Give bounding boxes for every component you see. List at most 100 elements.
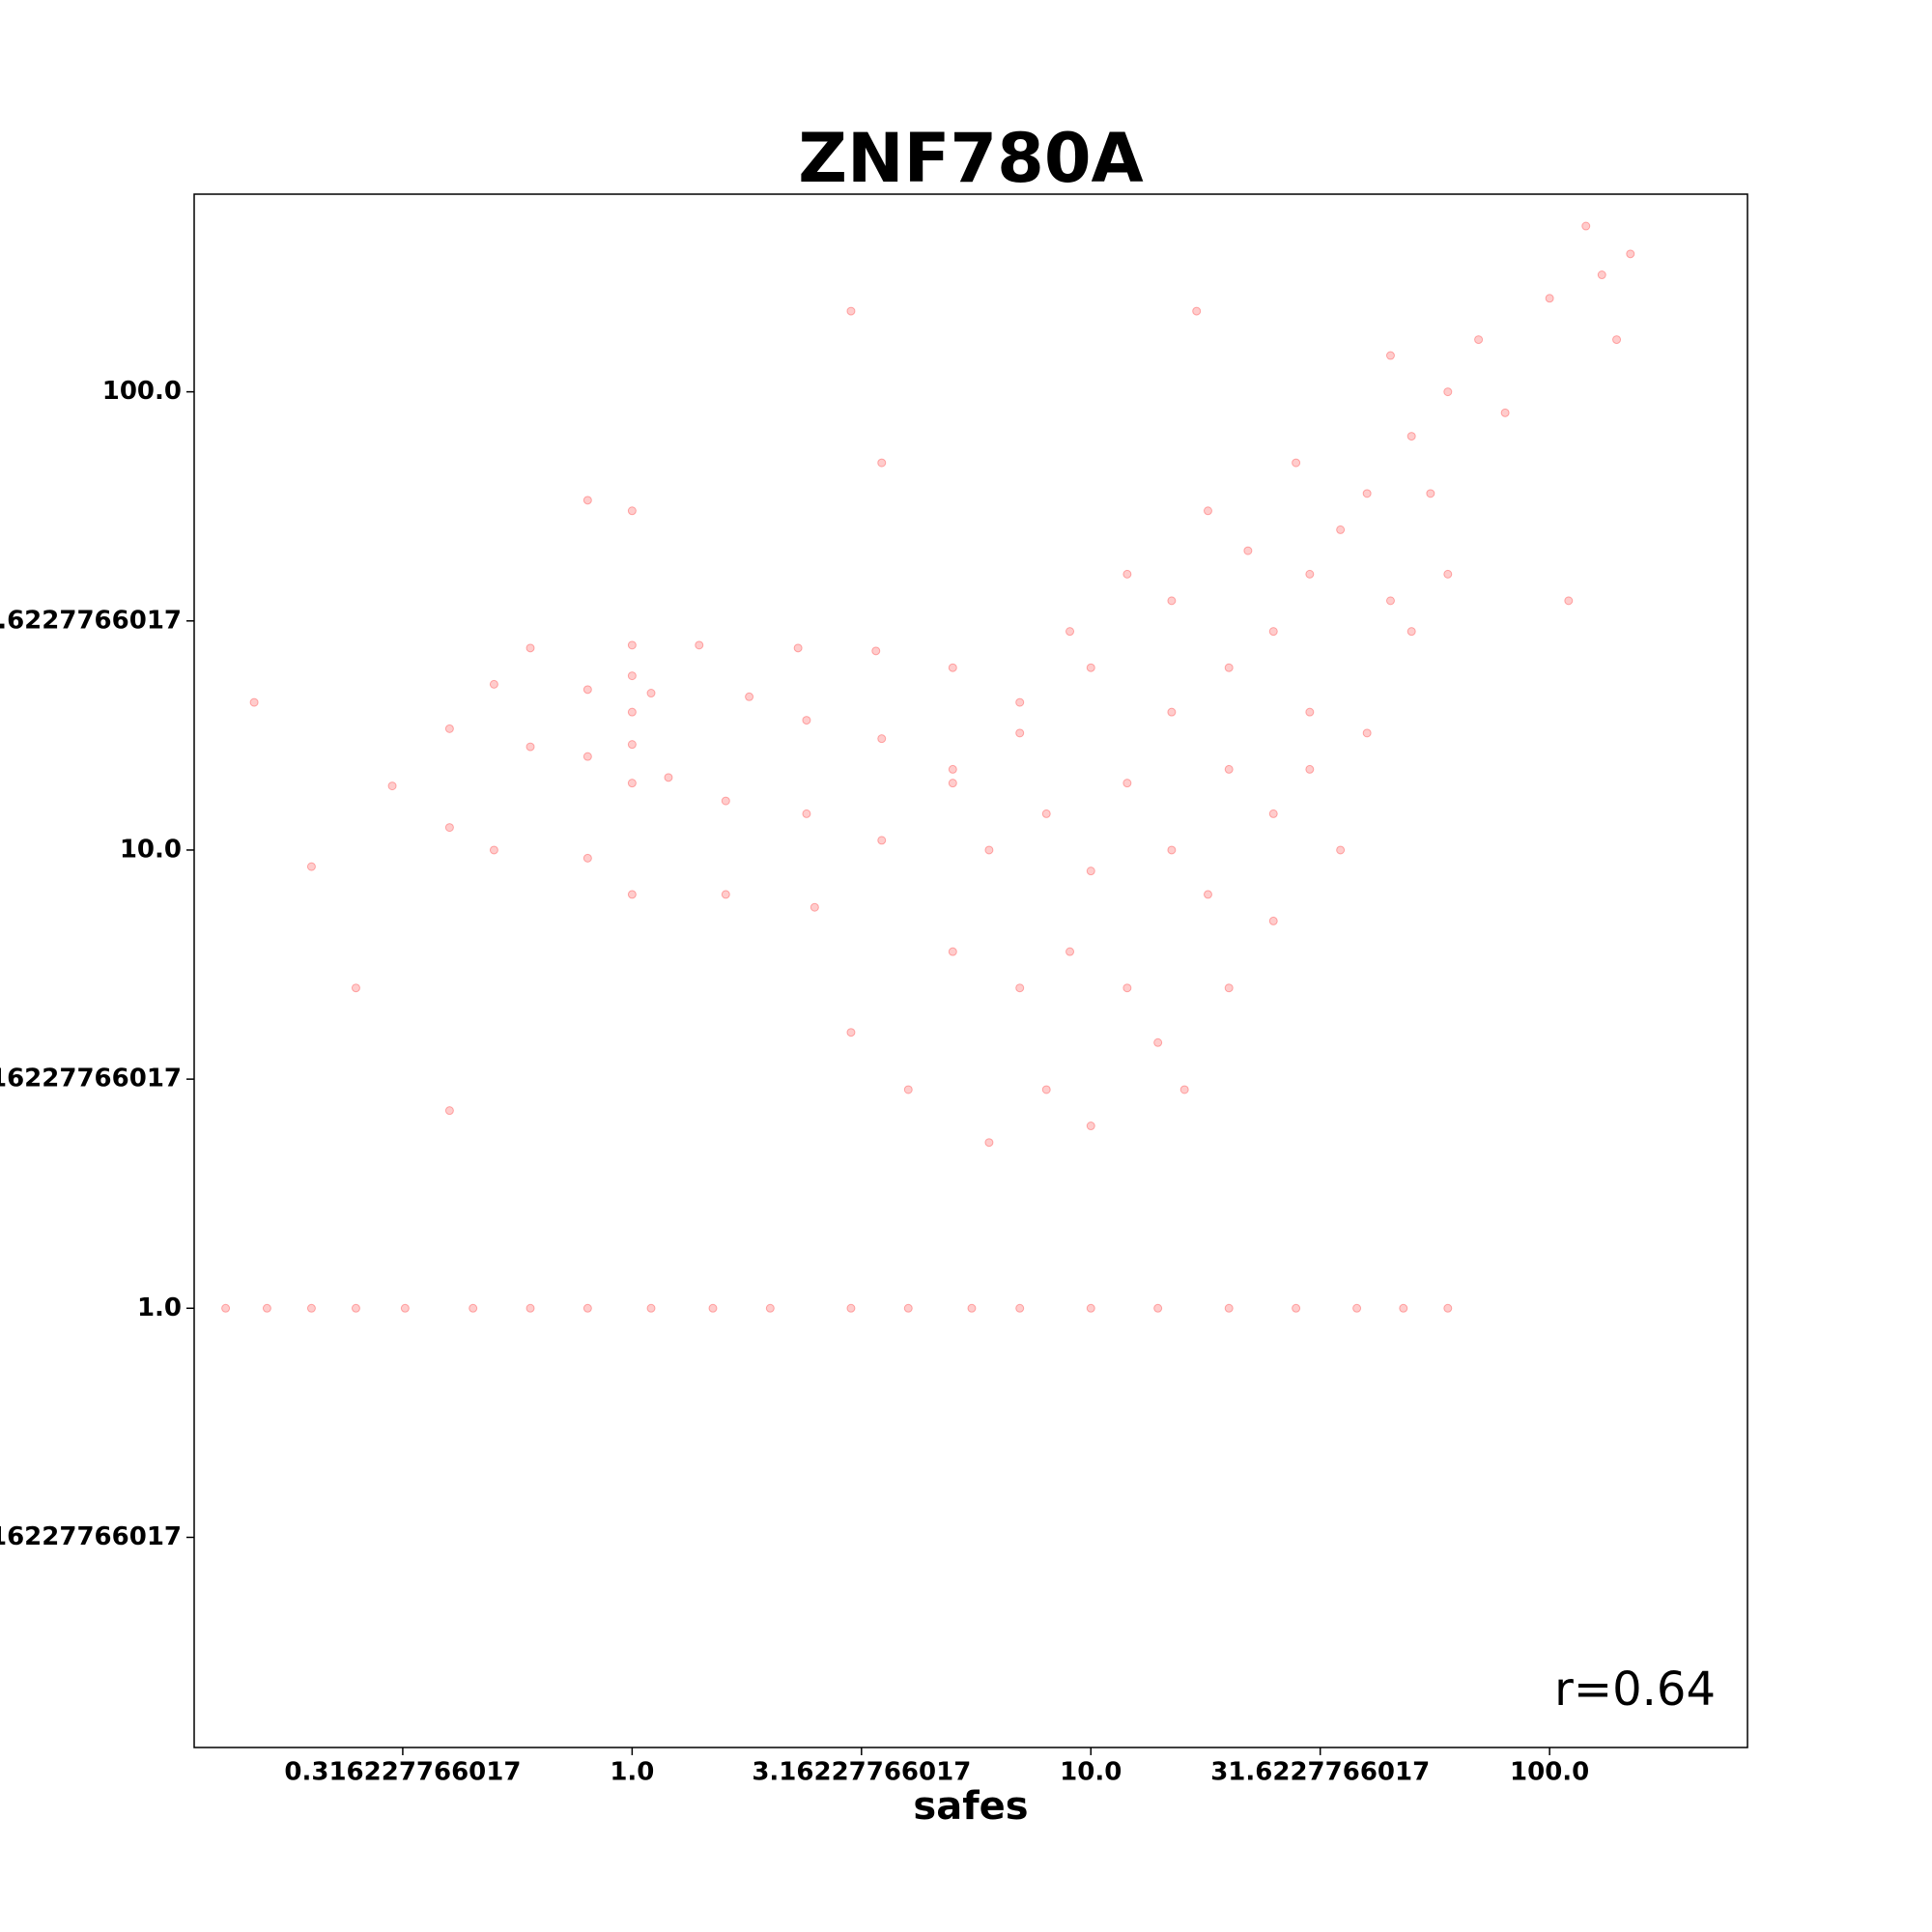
- y-tick-label: 10.0: [120, 835, 182, 864]
- point: [1305, 707, 1315, 717]
- point: [1626, 249, 1635, 259]
- point: [627, 671, 637, 681]
- point: [903, 1303, 913, 1313]
- point: [1362, 728, 1372, 738]
- point: [1065, 627, 1075, 637]
- point: [582, 496, 592, 505]
- point: [262, 1303, 271, 1313]
- point: [793, 643, 803, 653]
- point: [1153, 1303, 1163, 1313]
- x-tick-label: 3.16227766017: [752, 1758, 971, 1787]
- chart-title: ZNF780A: [798, 119, 1143, 198]
- point: [351, 983, 360, 993]
- point: [444, 724, 454, 733]
- point: [1581, 221, 1591, 231]
- point: [846, 1303, 856, 1313]
- plot-frame: [193, 193, 1748, 1748]
- point: [1167, 596, 1177, 606]
- point: [627, 506, 637, 516]
- point: [306, 862, 316, 871]
- point: [948, 764, 957, 774]
- point: [1243, 546, 1253, 555]
- x-tick-label: 31.6227766017: [1210, 1758, 1430, 1787]
- point: [1500, 408, 1510, 417]
- point: [627, 890, 637, 899]
- y-tick-label: 0.316227766017: [0, 1522, 182, 1551]
- point: [1385, 596, 1395, 606]
- x-tick-label: 100.0: [1510, 1758, 1589, 1787]
- point: [948, 663, 957, 672]
- point: [526, 1303, 535, 1313]
- point: [351, 1303, 360, 1313]
- point: [1122, 983, 1132, 993]
- point: [948, 947, 957, 956]
- point: [871, 646, 881, 656]
- point: [1086, 867, 1095, 876]
- point: [526, 643, 535, 653]
- point: [1545, 294, 1554, 303]
- point: [1015, 697, 1025, 707]
- y-tick-label: 100.0: [102, 377, 182, 406]
- point: [249, 697, 259, 707]
- point: [627, 707, 637, 717]
- x-axis-label: safes: [913, 1784, 1028, 1829]
- point: [1015, 983, 1025, 993]
- point: [1179, 1085, 1189, 1094]
- point: [469, 1303, 478, 1313]
- point: [846, 1028, 856, 1037]
- point: [1224, 663, 1234, 672]
- point: [1203, 506, 1212, 516]
- point: [627, 779, 637, 788]
- y-tick-label: 31.6227766017: [0, 606, 182, 635]
- point: [582, 752, 592, 761]
- x-tick-label: 0.316227766017: [284, 1758, 521, 1787]
- point: [1336, 525, 1346, 534]
- point: [1443, 1303, 1453, 1313]
- point: [984, 1138, 994, 1148]
- point: [1443, 387, 1453, 397]
- point: [1612, 335, 1622, 345]
- point: [646, 1303, 656, 1313]
- y-tick-label: 1.0: [137, 1293, 182, 1322]
- point: [877, 836, 887, 845]
- point: [1305, 764, 1315, 774]
- point: [1399, 1303, 1408, 1313]
- point: [1015, 728, 1025, 738]
- point: [765, 1303, 775, 1313]
- point: [877, 458, 887, 468]
- point: [664, 773, 673, 782]
- point: [221, 1303, 231, 1313]
- point: [745, 692, 754, 701]
- point: [1406, 432, 1416, 441]
- point: [1352, 1303, 1362, 1313]
- point: [489, 845, 498, 855]
- point: [948, 779, 957, 788]
- point: [646, 689, 656, 698]
- point: [1268, 809, 1278, 818]
- point: [306, 1303, 316, 1313]
- point: [984, 845, 994, 855]
- point: [1203, 890, 1212, 899]
- point: [1268, 627, 1278, 637]
- point: [1336, 845, 1346, 855]
- point: [810, 902, 819, 912]
- point: [1292, 458, 1301, 468]
- point: [802, 809, 811, 818]
- point: [1086, 1122, 1095, 1131]
- point: [1426, 489, 1435, 498]
- point: [1192, 306, 1202, 316]
- point: [1122, 569, 1132, 579]
- y-tick-label: 3.16227766017: [0, 1065, 182, 1094]
- point: [387, 781, 397, 791]
- point: [877, 734, 887, 744]
- x-tick-label: 1.0: [610, 1758, 654, 1787]
- point: [967, 1303, 977, 1313]
- point: [1086, 663, 1095, 672]
- point: [1406, 627, 1416, 637]
- point: [802, 716, 811, 725]
- point: [627, 640, 637, 650]
- points: [221, 221, 1635, 1313]
- point: [1564, 596, 1574, 606]
- point: [1015, 1303, 1025, 1313]
- point: [1443, 569, 1453, 579]
